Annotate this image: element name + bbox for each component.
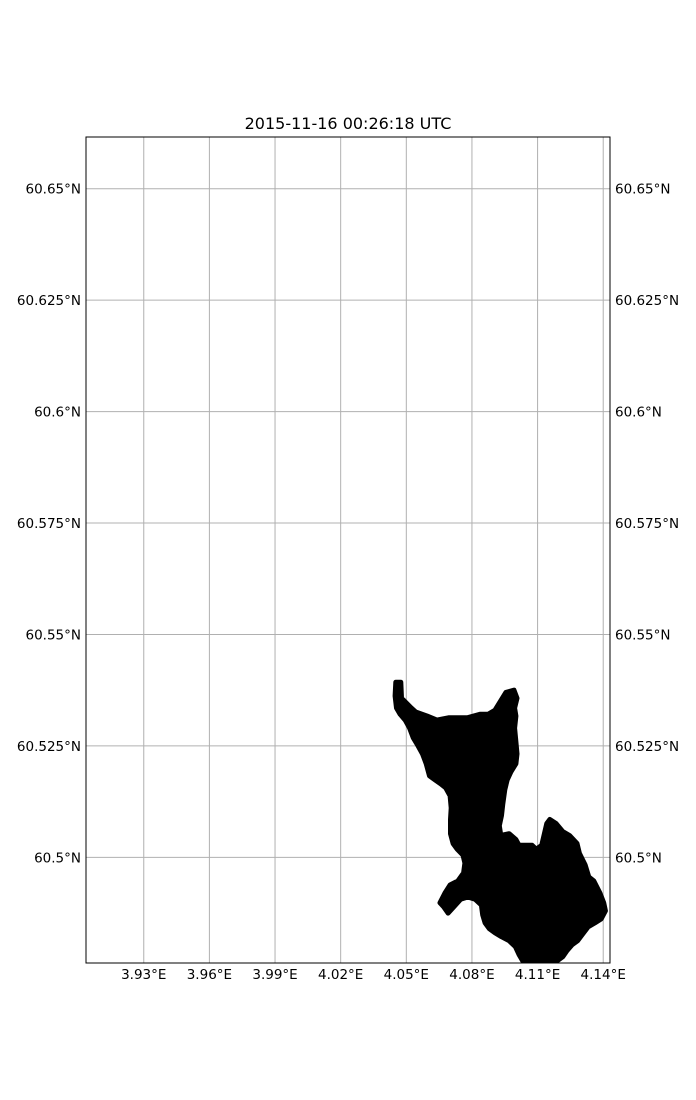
- lat-tick-label-right: 60.625°N: [615, 293, 679, 309]
- map-title: 2015-11-16 00:26:18 UTC: [245, 114, 452, 133]
- lat-tick-labels-right: 60.65°N 60.625°N 60.6°N 60.575°N 60.55°N 60.5…: [615, 182, 679, 867]
- lat-tick-label-left: 60.575°N: [17, 516, 81, 532]
- lon-tick-label: 4.11°E: [515, 967, 560, 983]
- lon-tick-label: 4.05°E: [384, 967, 429, 983]
- lat-tick-labels-left: 60.65°N 60.625°N 60.6°N 60.575°N 60.55°N 60.5…: [17, 182, 81, 867]
- coastline-landmass: [392, 679, 608, 963]
- lon-tick-labels: 3.93°E 3.96°E 3.99°E 4.02°E 4.05°E 4.08°E 4.11…: [121, 967, 626, 983]
- lat-tick-label-right: 60.5°N: [615, 850, 662, 866]
- lat-tick-label-right: 60.6°N: [615, 405, 662, 421]
- lat-tick-label-left: 60.65°N: [26, 182, 82, 198]
- lon-tick-label: 4.02°E: [318, 967, 363, 983]
- lat-tick-label-right: 60.65°N: [615, 182, 671, 198]
- lat-tick-label-right: 60.575°N: [615, 516, 679, 532]
- lon-tick-label: 3.93°E: [121, 967, 166, 983]
- lat-tick-label-left: 60.6°N: [34, 405, 81, 421]
- lat-tick-label-right: 60.55°N: [615, 627, 671, 643]
- lon-tick-label: 4.08°E: [449, 967, 494, 983]
- lat-tick-label-left: 60.525°N: [17, 739, 81, 755]
- graticule: [86, 137, 610, 963]
- lat-tick-label-left: 60.5°N: [34, 850, 81, 866]
- map-background: [86, 137, 610, 963]
- map-plot-area: [85, 136, 611, 964]
- lat-tick-label-left: 60.625°N: [17, 293, 81, 309]
- lon-tick-label: 4.14°E: [581, 967, 626, 983]
- map-frame: [85, 136, 611, 964]
- lon-tick-label: 3.96°E: [187, 967, 232, 983]
- lat-tick-label-left: 60.55°N: [26, 627, 82, 643]
- lon-tick-label: 3.99°E: [252, 967, 297, 983]
- lat-tick-label-right: 60.525°N: [615, 739, 679, 755]
